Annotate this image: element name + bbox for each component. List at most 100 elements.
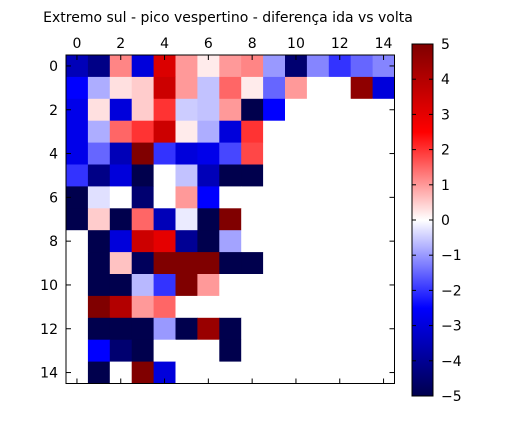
y-tick-label: 2 bbox=[49, 103, 58, 119]
colorbar-tick-label: −3 bbox=[441, 319, 462, 335]
heatmap-cell bbox=[285, 186, 308, 209]
heatmap-cell bbox=[263, 98, 286, 122]
heatmap-cell bbox=[219, 142, 242, 165]
heatmap-cell bbox=[372, 295, 395, 319]
heatmap-cell bbox=[66, 274, 89, 297]
x-tick-label: 2 bbox=[116, 36, 125, 52]
heatmap-cell bbox=[131, 274, 154, 297]
heatmap-cell bbox=[66, 98, 89, 122]
heatmap-cell bbox=[350, 339, 373, 362]
heatmap-cell bbox=[153, 98, 176, 122]
heatmap-cell bbox=[328, 274, 352, 297]
heatmap-cell bbox=[306, 120, 330, 143]
heatmap-cell bbox=[306, 142, 330, 165]
heatmap-cell bbox=[66, 252, 89, 275]
y-tick-label: 8 bbox=[49, 234, 58, 250]
chart-title: Extremo sul - pico vespertino - diferenç… bbox=[43, 10, 413, 26]
heatmap-cell bbox=[219, 55, 242, 78]
heatmap-cell bbox=[241, 230, 264, 253]
heatmap-cell bbox=[131, 76, 154, 100]
heatmap-cell bbox=[109, 76, 133, 100]
heatmap-cell bbox=[219, 339, 242, 362]
heatmap-cell bbox=[241, 98, 264, 122]
heatmap-cell bbox=[219, 295, 242, 319]
heatmap-cell bbox=[328, 252, 352, 275]
heatmap-cell bbox=[285, 98, 308, 122]
heatmap-cell bbox=[263, 76, 286, 100]
heatmap-cell bbox=[350, 317, 373, 341]
heatmap-cell bbox=[306, 339, 330, 362]
heatmap-cell bbox=[372, 120, 395, 143]
colorbar-tick-label: −4 bbox=[441, 354, 462, 370]
heatmap-cell bbox=[131, 208, 154, 231]
heatmap-cell bbox=[350, 55, 373, 78]
colorbar: 5 4 3 2 1 0 −1 −2 −3 −4 −5 bbox=[411, 37, 462, 405]
heatmap-cell bbox=[372, 339, 395, 362]
heatmap-cell bbox=[87, 252, 111, 275]
heatmap-cell bbox=[350, 361, 373, 384]
heatmap-cell bbox=[175, 98, 198, 122]
heatmap-cell bbox=[350, 76, 373, 100]
heatmap-cell bbox=[306, 274, 330, 297]
heatmap-cell bbox=[175, 295, 198, 319]
heatmap-cell bbox=[175, 164, 198, 187]
heatmap-cell bbox=[131, 98, 154, 122]
heatmap-cell bbox=[153, 76, 176, 100]
heatmap-cell bbox=[372, 208, 395, 231]
heatmap-cell bbox=[153, 361, 176, 384]
heatmap-cell bbox=[175, 76, 198, 100]
x-tick-label: 6 bbox=[204, 36, 213, 52]
heatmap-cell bbox=[66, 120, 89, 143]
heatmap-cell bbox=[263, 55, 286, 78]
heatmap-cell bbox=[285, 164, 308, 187]
heatmap-cell bbox=[263, 164, 286, 187]
heatmap-cell bbox=[241, 361, 264, 384]
heatmap-cell bbox=[131, 252, 154, 275]
heatmap-cell bbox=[66, 142, 89, 165]
heatmap-cell bbox=[175, 252, 198, 275]
heatmap-cell bbox=[328, 208, 352, 231]
heatmap-cell bbox=[197, 55, 220, 78]
heatmap-cell bbox=[372, 55, 395, 78]
heatmap-cell bbox=[306, 186, 330, 209]
heatmap-cell bbox=[66, 339, 89, 362]
heatmap-cell bbox=[219, 317, 242, 341]
heatmap-cell bbox=[263, 274, 286, 297]
x-tick-label: 4 bbox=[160, 36, 169, 52]
heatmap-cell bbox=[66, 295, 89, 319]
heatmap-cell bbox=[153, 252, 176, 275]
heatmap-cell bbox=[109, 230, 133, 253]
colorbar-tick-label: 5 bbox=[441, 37, 450, 53]
heatmap-cell bbox=[87, 142, 111, 165]
heatmap-cell bbox=[131, 186, 154, 209]
heatmap-cell bbox=[131, 164, 154, 187]
heatmap-cell bbox=[263, 120, 286, 143]
heatmap-cell bbox=[306, 252, 330, 275]
heatmap-cell bbox=[328, 339, 352, 362]
heatmap-cell bbox=[350, 164, 373, 187]
heatmap-cell bbox=[306, 76, 330, 100]
heatmap-cell bbox=[350, 98, 373, 122]
heatmap-cell bbox=[306, 317, 330, 341]
heatmap-cell bbox=[131, 295, 154, 319]
heatmap-cell bbox=[285, 120, 308, 143]
heatmap-cell bbox=[197, 274, 220, 297]
heatmap-cell bbox=[153, 186, 176, 209]
heatmap-cell bbox=[153, 120, 176, 143]
heatmap-cell bbox=[241, 142, 264, 165]
x-tick-label: 12 bbox=[331, 36, 349, 52]
heatmap-cell bbox=[372, 164, 395, 187]
heatmap-cell bbox=[87, 230, 111, 253]
heatmap-cell bbox=[153, 295, 176, 319]
heatmap-cell bbox=[153, 317, 176, 341]
heatmap-cell bbox=[66, 164, 89, 187]
heatmap-cell bbox=[285, 208, 308, 231]
heatmap-cell bbox=[350, 208, 373, 231]
heatmap-cell bbox=[263, 339, 286, 362]
heatmap-cell bbox=[306, 208, 330, 231]
heatmap-cell bbox=[153, 164, 176, 187]
heatmap-cell bbox=[328, 361, 352, 384]
heatmap-cell bbox=[285, 252, 308, 275]
colorbar-tick-label: 1 bbox=[441, 178, 450, 194]
